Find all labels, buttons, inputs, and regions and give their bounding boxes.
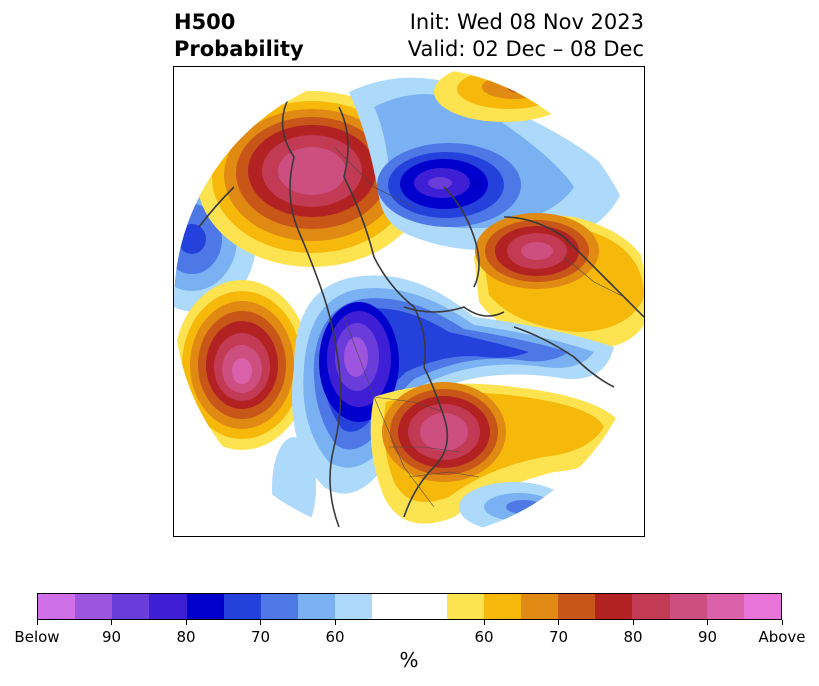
colorbar-tick-label: 60 [474, 628, 494, 646]
map-svg [174, 67, 644, 536]
europe-ridge [474, 213, 644, 349]
colorbar-segment [186, 594, 224, 619]
colorbar-segment [149, 594, 187, 619]
colorbar-tick-mark [781, 620, 783, 625]
colorbar-tick-label: 90 [697, 628, 718, 646]
borders [333, 146, 625, 508]
colorbar-tick-label: 80 [176, 628, 196, 646]
colorbar-segment [595, 594, 633, 619]
colorbar-tick-mark [558, 620, 559, 625]
colorbar-segment [706, 594, 744, 619]
colorbar-tick-label: Above [758, 628, 806, 646]
forecast-dates: Init: Wed 08 Nov 2023 Valid: 02 Dec – 08… [408, 9, 644, 63]
colorbar-tick-mark [260, 620, 261, 625]
colorbar-tick-mark [185, 620, 187, 625]
colorbar-segment [298, 594, 336, 619]
colorbar-segment [38, 594, 76, 619]
colorbar-segment [112, 594, 150, 619]
colorbar-segment [669, 594, 707, 619]
colorbar-tick-mark [111, 620, 112, 625]
colorbar-tick-label: 70 [250, 628, 271, 646]
colorbar-tick-mark [36, 620, 38, 625]
colorbar-segment [446, 594, 484, 619]
colorbar-segment [743, 594, 782, 619]
valid-range: Valid: 02 Dec – 08 Dec [407, 37, 644, 61]
colorbar-tick-label: 80 [623, 628, 643, 646]
colorbar-tick-label: Below [14, 628, 60, 646]
init-date: Init: Wed 08 Nov 2023 [409, 10, 644, 34]
colorbar-tick-mark [483, 620, 485, 625]
colorbar [37, 593, 782, 620]
colorbar-tick-label: 70 [548, 628, 569, 646]
coastlines [198, 86, 644, 528]
colorbar-tick-label: 60 [325, 628, 345, 646]
colorbar-segment [632, 594, 670, 619]
colorbar-label: % [399, 648, 419, 672]
colorbar-segment [372, 594, 447, 619]
colorbar-segment [483, 594, 522, 619]
colorbar-tick-label: 90 [101, 628, 122, 646]
colorbar-segment [521, 594, 559, 619]
colorbar-tick-mark [334, 620, 336, 625]
colorbar-segment [223, 594, 261, 619]
east-us-ridge [370, 382, 624, 524]
north-atlantic-trough [349, 77, 624, 251]
colorbar-segment [75, 594, 113, 619]
pacific-ridge [174, 280, 310, 450]
map-title: H500 Probability [174, 10, 304, 61]
alaska-ridge [197, 91, 427, 267]
colorbar-segment [335, 594, 373, 619]
colorbar-tick-mark [707, 620, 708, 625]
colorbar-tick-mark [632, 620, 634, 625]
colorbar-segment [260, 594, 299, 619]
probability-map [173, 66, 645, 537]
colorbar-segment [558, 594, 596, 619]
